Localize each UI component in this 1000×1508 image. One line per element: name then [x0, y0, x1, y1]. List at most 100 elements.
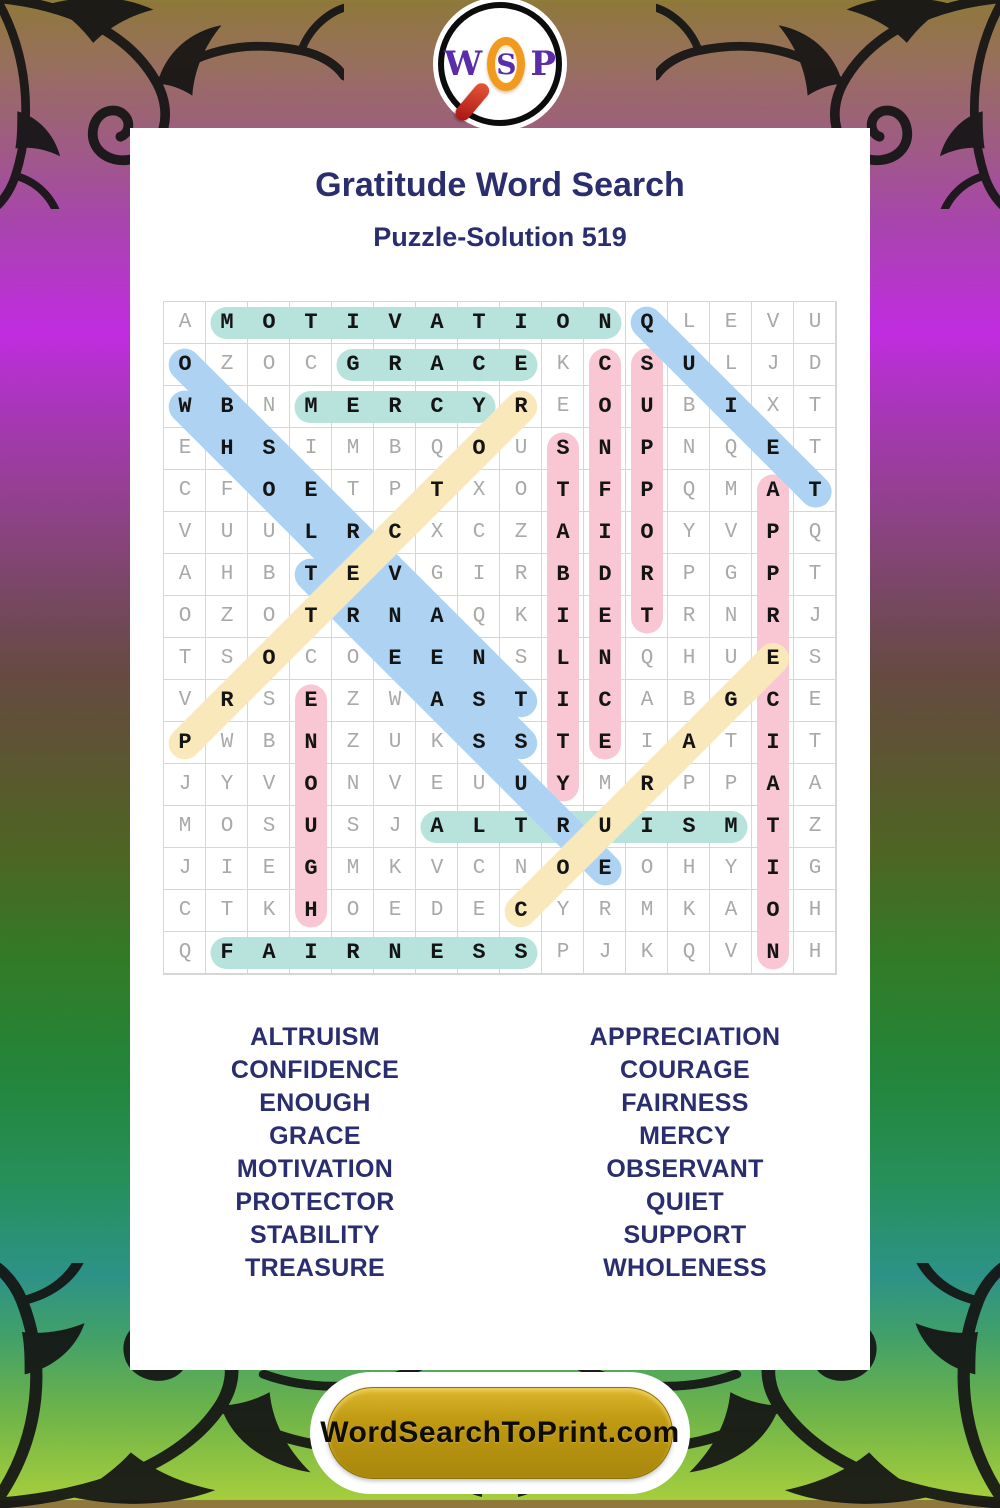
solution-highlight-mercy	[294, 391, 496, 423]
grid-cell: Q	[472, 605, 486, 628]
grid-cell: T	[808, 395, 822, 418]
word-list-item: GRACE	[269, 1122, 361, 1150]
grid-cell: O	[304, 772, 318, 797]
word-list-item: TREASURE	[245, 1254, 385, 1282]
grid-cell: K	[430, 731, 444, 754]
grid-cell: B	[262, 563, 276, 586]
grid-cell: I	[556, 688, 570, 713]
grid-cell: S	[472, 730, 486, 755]
grid-cell: N	[598, 436, 612, 461]
word-list-item: FAIRNESS	[621, 1089, 749, 1117]
grid-cell: F	[220, 940, 234, 965]
grid-cell: T	[808, 563, 822, 586]
grid-cell: S	[472, 940, 486, 965]
grid-cell: S	[262, 436, 276, 461]
grid-cell: S	[220, 647, 234, 670]
grid-cell: T	[556, 478, 570, 503]
grid-cell: C	[388, 520, 402, 545]
grid-cell: Y	[220, 773, 234, 796]
grid-cell: A	[430, 814, 444, 839]
grid-cell: T	[724, 731, 738, 754]
grid-cell: Q	[808, 521, 822, 544]
grid-cell: O	[262, 605, 276, 628]
grid-cell: S	[556, 436, 570, 461]
grid-cell: O	[262, 646, 276, 671]
grid-cell: Z	[808, 815, 822, 838]
grid-cell: C	[472, 352, 486, 377]
grid-cell: P	[640, 478, 654, 503]
grid-cell: I	[556, 604, 570, 629]
grid-cell: A	[430, 604, 444, 629]
grid-cell: O	[556, 856, 570, 881]
grid-cell: M	[724, 479, 738, 502]
grid-cell: T	[304, 310, 318, 335]
grid-cell: E	[556, 395, 570, 418]
grid-cell: P	[388, 479, 402, 502]
grid-cell: Z	[346, 689, 360, 712]
grid-cell: E	[346, 562, 360, 587]
solution-highlight-fairness	[210, 937, 538, 969]
grid-cell: E	[808, 689, 822, 712]
grid-cell: E	[598, 730, 612, 755]
grid-cell: A	[430, 688, 444, 713]
word-list: ALTRUISM CONFIDENCE ENOUGH GRACE MOTIVATION P…	[130, 1021, 870, 1285]
grid-cell: P	[766, 562, 780, 587]
grid-cell: T	[556, 730, 570, 755]
grid-cell: E	[514, 352, 528, 377]
grid-cell: E	[724, 311, 738, 334]
grid-cell: U	[682, 352, 696, 377]
grid-cell: G	[346, 352, 360, 377]
site-link-button[interactable]: WordSearchToPrint.com	[320, 1387, 679, 1479]
grid-cell: T	[514, 814, 528, 839]
grid-cell: T	[430, 478, 444, 503]
site-link-label: WordSearchToPrint.com	[320, 1416, 680, 1449]
puzzle-card: Gratitude Word Search Puzzle-Solution 51…	[130, 128, 870, 1370]
solution-highlight-motivation	[210, 307, 622, 339]
grid-cell: N	[598, 646, 612, 671]
grid-cell: V	[262, 773, 276, 796]
magnifying-glass-handle	[452, 80, 493, 124]
grid-cell: F	[220, 479, 234, 502]
grid-cell: T	[304, 604, 318, 629]
grid-cell: T	[808, 478, 822, 503]
grid-cell: R	[640, 772, 654, 797]
grid-cell: P	[640, 436, 654, 461]
grid-cell: R	[514, 394, 528, 419]
word-list-item: STABILITY	[249, 1221, 380, 1249]
grid-cell: N	[514, 857, 528, 880]
grid-cell: V	[388, 562, 402, 587]
grid-cell: P	[556, 941, 570, 964]
grid-cell: A	[766, 772, 780, 797]
grid-cell: U	[514, 437, 528, 460]
grid-cell: K	[388, 857, 402, 880]
logo-letter-w: W	[444, 44, 483, 84]
grid-cell: M	[178, 815, 192, 838]
grid-cell: S	[640, 352, 654, 377]
grid-cell: C	[598, 688, 612, 713]
grid-cell: R	[388, 394, 402, 419]
grid-cell: C	[430, 394, 444, 419]
grid-cell: T	[178, 647, 192, 670]
grid-cell: A	[178, 563, 192, 586]
grid-cell: C	[178, 479, 192, 502]
grid-cell: Z	[514, 521, 528, 544]
grid-cell: S	[808, 647, 822, 670]
grid-cell: V	[178, 521, 192, 544]
grid-cell: E	[178, 437, 192, 460]
grid-cell: Z	[220, 605, 234, 628]
grid-cell: M	[346, 437, 360, 460]
grid-cell: T	[766, 814, 780, 839]
solution-highlight-grace	[336, 349, 538, 381]
grid-cell: K	[640, 941, 654, 964]
grid-cell: X	[472, 479, 486, 502]
grid-cell: G	[724, 563, 738, 586]
grid-cell: T	[220, 899, 234, 922]
grid-cell: P	[766, 520, 780, 545]
grid-cell: S	[514, 730, 528, 755]
grid-cell: S	[472, 688, 486, 713]
grid-cell: H	[682, 647, 696, 670]
grid-cell: R	[346, 940, 360, 965]
